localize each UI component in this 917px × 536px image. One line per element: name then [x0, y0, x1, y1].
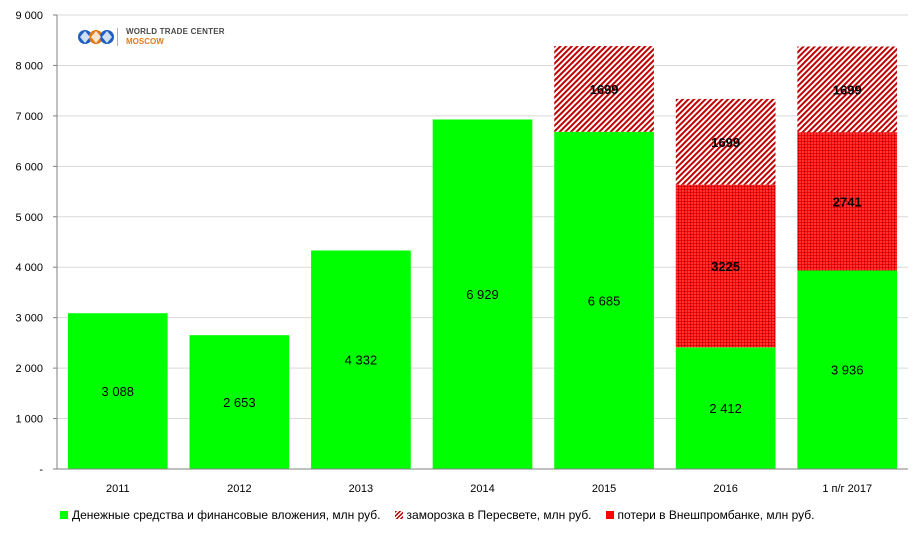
bar-frozen	[675, 98, 776, 185]
bar-cash	[311, 250, 411, 469]
data-label-cash: 3 936	[831, 363, 864, 378]
data-label-frozen: 1699	[590, 82, 619, 97]
bar-frozen	[554, 46, 654, 132]
data-label-frozen: 1699	[833, 82, 862, 97]
y-axis: - 1 000 2 000 3 000 4 000 5 000 6 000 7 000 8 00…	[15, 10, 58, 476]
bar-cash	[67, 313, 168, 469]
legend: Денежные средства и финансовые вложения,…	[60, 508, 829, 522]
legend-swatch-frozen	[394, 511, 403, 519]
data-label-loss: 3225	[711, 259, 740, 274]
x-tick-label: 2015	[592, 483, 616, 495]
data-label-cash: 2 653	[223, 395, 256, 410]
x-tick-label: 2012	[227, 483, 251, 495]
legend-item-frozen: заморозка в Пересвете, млн руб.	[394, 508, 592, 522]
data-label-cash: 3 088	[102, 384, 135, 399]
data-label-cash: 2 412	[709, 401, 742, 416]
legend-swatch-cash	[60, 511, 68, 519]
data-label-loss: 2741	[833, 194, 862, 209]
bar-loss	[797, 132, 898, 271]
legend-label-cash: Денежные средства и финансовые вложения,…	[72, 508, 381, 522]
y-tick-label: -	[39, 464, 43, 476]
x-tick-label: 1 п/г 2017	[822, 483, 872, 495]
y-tick-label: 3 000	[15, 313, 43, 325]
x-tick-label: 2011	[106, 483, 130, 495]
legend-item-cash: Денежные средства и финансовые вложения,…	[60, 508, 381, 522]
logo-separator	[117, 28, 118, 46]
logo-line-2: MOSCOW	[126, 37, 164, 46]
legend-swatch-loss	[605, 511, 614, 519]
y-tick-label: 7 000	[15, 111, 43, 123]
y-tick-label: 1 000	[15, 414, 43, 426]
y-tick-label: 9 000	[15, 10, 43, 22]
y-tick-label: 4 000	[15, 262, 43, 274]
bar-cash	[189, 335, 290, 469]
bar-loss	[675, 184, 776, 348]
bar-cash	[554, 131, 654, 470]
wtc-logo: WORLD TRADE CENTER MOSCOW	[78, 26, 225, 48]
data-label-cash: 6 929	[466, 287, 499, 302]
bar-cash	[675, 347, 776, 469]
bar-cash	[797, 270, 898, 469]
wtc-logo-icon	[78, 30, 114, 44]
logo-line-1: WORLD TRADE CENTER	[126, 27, 225, 36]
x-tick-label: 2014	[470, 483, 494, 495]
legend-label-frozen: заморозка в Пересвете, млн руб.	[406, 508, 592, 522]
legend-item-loss: потери в Внешпромбанке, млн руб.	[605, 508, 815, 522]
y-tick-label: 5 000	[15, 212, 43, 224]
x-axis: 2011 2012 2013 2014 2015 2016 1 п/г 2017	[57, 468, 908, 495]
x-tick-label: 2013	[349, 483, 373, 495]
x-tick-label: 2016	[713, 483, 737, 495]
bar-frozen	[797, 46, 898, 133]
legend-label-loss: потери в Внешпромбанке, млн руб.	[617, 508, 815, 522]
bar-cash	[432, 119, 533, 469]
bars: 3 088 2 653 4 332 6 929 6 685 1699 2 412 3225 16…	[67, 46, 898, 470]
logo-text: WORLD TRADE CENTER MOSCOW	[126, 27, 225, 47]
data-label-cash: 6 685	[588, 293, 621, 308]
data-label-frozen: 1699	[711, 135, 740, 150]
y-tick-label: 8 000	[15, 60, 43, 72]
data-label-cash: 4 332	[345, 353, 378, 368]
y-tick-label: 2 000	[15, 363, 43, 375]
y-tick-label: 6 000	[15, 161, 43, 173]
